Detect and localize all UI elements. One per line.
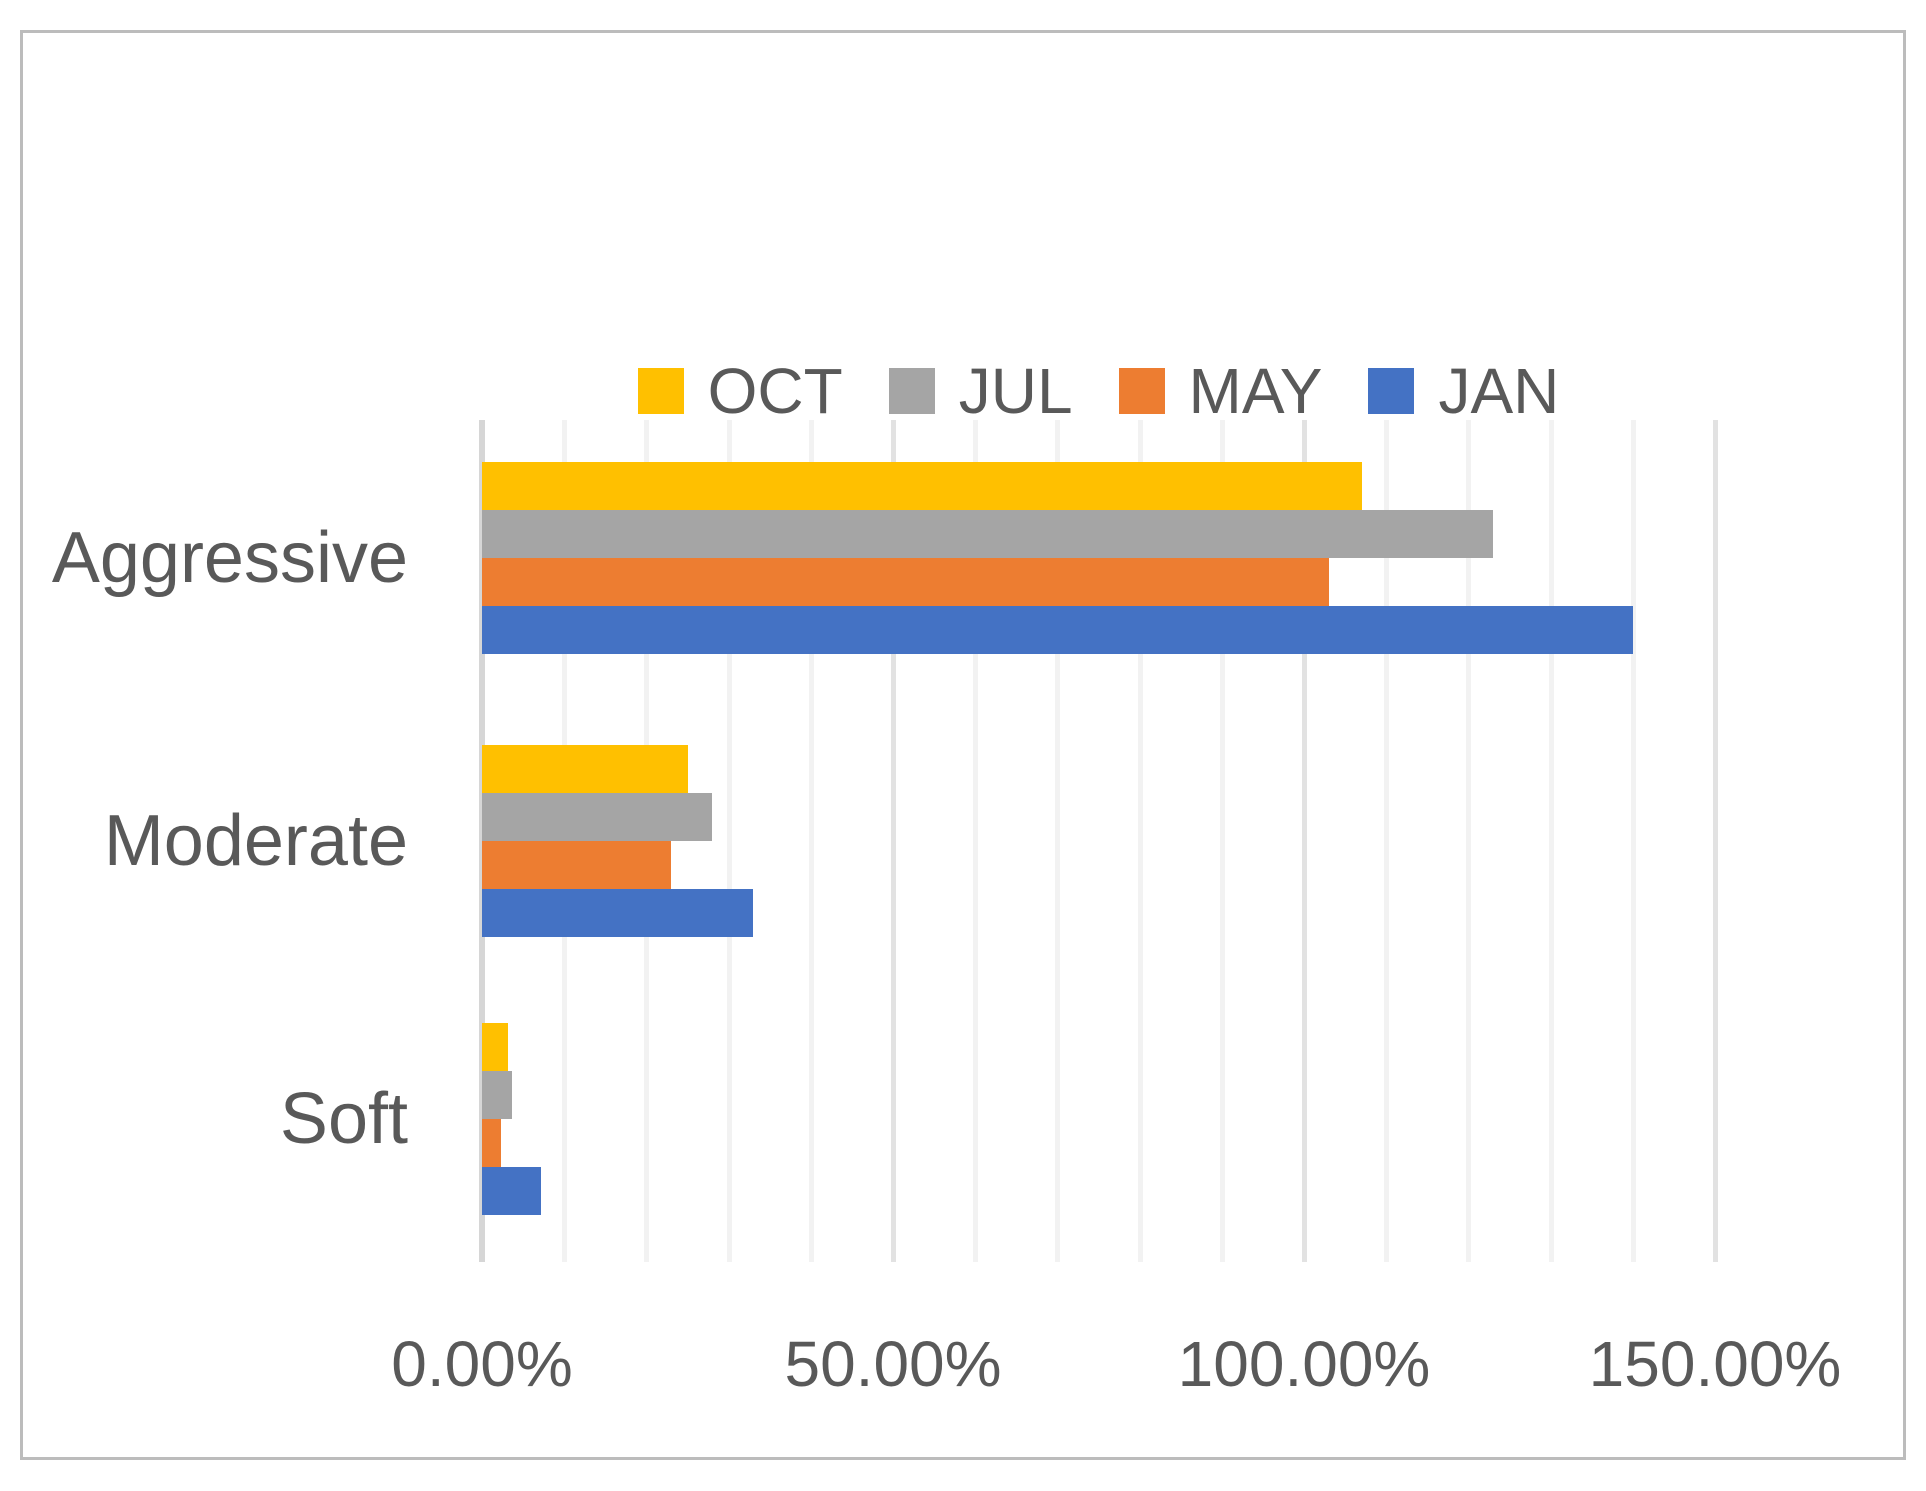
minor-gridline bbox=[1630, 420, 1636, 1262]
minor-gridline bbox=[1055, 420, 1061, 1262]
plot-area bbox=[479, 420, 1718, 1262]
bar-jul-aggressive bbox=[482, 510, 1494, 558]
legend-label-may: MAY bbox=[1188, 355, 1323, 427]
minor-gridline bbox=[973, 420, 979, 1262]
bar-may-soft bbox=[482, 1119, 501, 1167]
legend-entry-jul: JUL bbox=[888, 355, 1073, 427]
minor-gridline bbox=[1384, 420, 1390, 1262]
bar-oct-aggressive bbox=[482, 462, 1362, 510]
category-label-moderate: Moderate bbox=[103, 801, 408, 881]
minor-gridline bbox=[1137, 420, 1143, 1262]
major-gridline bbox=[1713, 420, 1718, 1262]
legend-swatch-jan bbox=[1368, 368, 1415, 414]
legend-entry-jan: JAN bbox=[1368, 359, 1559, 423]
major-gridline bbox=[891, 420, 896, 1262]
minor-gridline bbox=[808, 420, 814, 1262]
x-tick-label: 100.00% bbox=[1177, 1328, 1431, 1400]
bar-jul-soft bbox=[482, 1071, 513, 1119]
chart-legend: OCT JUL MAY JAN bbox=[482, 359, 1715, 423]
x-tick-label: 50.00% bbox=[784, 1328, 1002, 1400]
chart-frame bbox=[20, 30, 1906, 1460]
bar-may-aggressive bbox=[482, 558, 1329, 606]
legend-label-jul: JUL bbox=[958, 355, 1073, 427]
minor-gridline bbox=[1219, 420, 1225, 1262]
legend-label-oct: OCT bbox=[707, 355, 843, 427]
bar-jan-soft bbox=[482, 1167, 542, 1215]
legend-swatch-jul bbox=[888, 368, 935, 414]
minor-gridline bbox=[1466, 420, 1472, 1262]
legend-entry-may: MAY bbox=[1118, 355, 1323, 427]
legend-label-jan: JAN bbox=[1438, 355, 1560, 427]
minor-gridline bbox=[1548, 420, 1554, 1262]
category-label-soft: Soft bbox=[279, 1079, 408, 1159]
bar-oct-moderate bbox=[482, 745, 688, 793]
bar-jan-aggressive bbox=[482, 606, 1633, 654]
bar-oct-soft bbox=[482, 1023, 509, 1071]
legend-swatch-may bbox=[1118, 368, 1165, 414]
bar-jul-moderate bbox=[482, 793, 713, 841]
x-tick-label: 0.00% bbox=[391, 1328, 573, 1400]
bar-jan-moderate bbox=[482, 889, 754, 937]
minor-gridline bbox=[726, 420, 732, 1262]
category-label-aggressive: Aggressive bbox=[51, 518, 408, 598]
legend-entry-oct: OCT bbox=[637, 355, 843, 427]
bar-may-moderate bbox=[482, 841, 672, 889]
x-tick-label: 150.00% bbox=[1588, 1328, 1842, 1400]
legend-swatch-oct bbox=[637, 368, 684, 414]
major-gridline bbox=[1302, 420, 1307, 1262]
